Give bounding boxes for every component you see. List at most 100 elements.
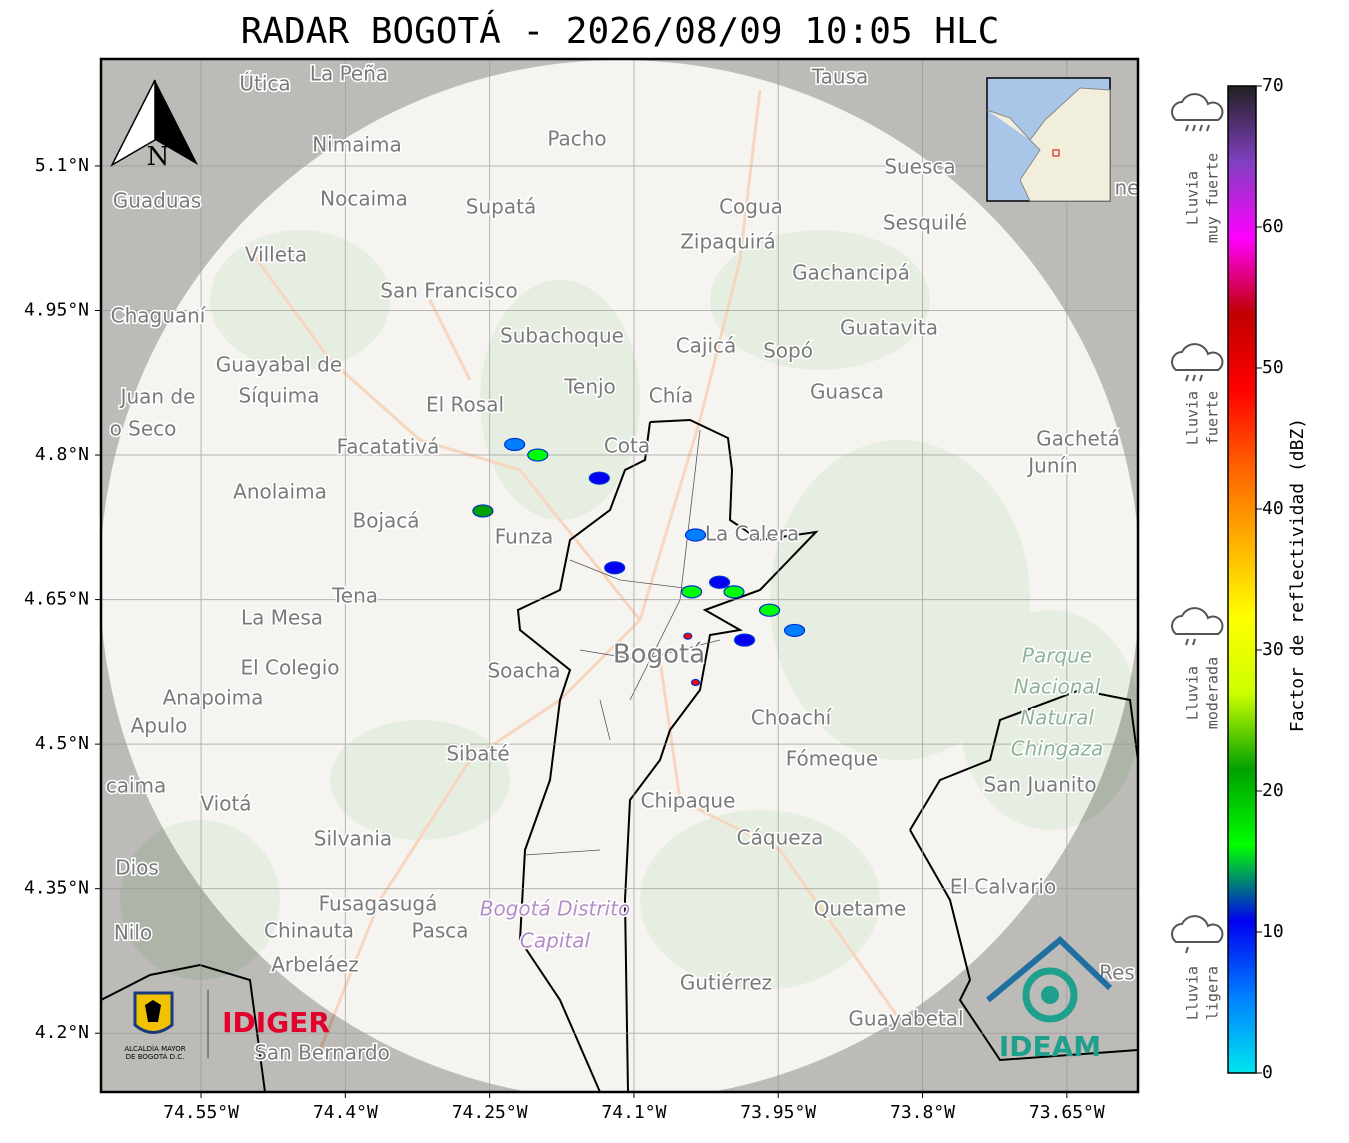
lat-tick-label: 4.65°N bbox=[24, 589, 89, 610]
north-label: N bbox=[147, 142, 170, 172]
place-label: Fómeque bbox=[786, 747, 879, 771]
place-label: Zipaquirá bbox=[680, 230, 776, 254]
park-label: Nacional bbox=[1014, 675, 1101, 699]
rain-icon bbox=[1171, 93, 1224, 121]
place-label: Guaduas bbox=[113, 189, 201, 213]
rain-icon bbox=[1171, 915, 1224, 943]
radar-echo bbox=[588, 471, 610, 485]
place-label: Quetame bbox=[814, 897, 907, 921]
place-label: Junín bbox=[1026, 454, 1077, 478]
place-label: Guayabetal bbox=[848, 1007, 963, 1031]
place-label: Sopó bbox=[763, 339, 813, 363]
place-label: Anapoima bbox=[163, 686, 264, 710]
place-label: Res bbox=[1099, 961, 1135, 985]
place-label: Supatá bbox=[466, 195, 536, 219]
rain-drop bbox=[1192, 124, 1196, 132]
rain-drop bbox=[1206, 124, 1210, 132]
place-label: Bojacá bbox=[352, 509, 419, 533]
place-label: ne bbox=[1115, 176, 1140, 200]
radar-echo bbox=[733, 633, 756, 647]
radar-echo bbox=[758, 603, 781, 617]
place-label: Nimaima bbox=[312, 133, 402, 157]
place-label: Guasca bbox=[810, 380, 884, 404]
radar-echo bbox=[472, 504, 494, 518]
rain-drop bbox=[1185, 638, 1189, 646]
colorbar-label: Factor de reflectividad (dBZ) bbox=[1287, 418, 1308, 732]
rain-icon bbox=[1171, 607, 1224, 635]
rain-label: moderada bbox=[1204, 657, 1222, 729]
place-label: Cota bbox=[604, 434, 650, 458]
rain-drop bbox=[1185, 374, 1189, 382]
colorbar-tick-label: 30 bbox=[1262, 639, 1284, 660]
colorbar-tick-label: 50 bbox=[1262, 357, 1284, 378]
place-label: Nocaima bbox=[320, 187, 408, 211]
place-label: El Calvario bbox=[950, 875, 1056, 899]
north-arrow: N bbox=[110, 79, 198, 172]
place-label: Tenjo bbox=[563, 375, 616, 399]
place-label: Subachoque bbox=[500, 324, 624, 348]
district-label: Capital bbox=[520, 929, 591, 953]
rain-drop bbox=[1192, 374, 1196, 382]
lat-tick-label: 4.2°N bbox=[35, 1022, 89, 1043]
place-label: El Colegio bbox=[240, 656, 339, 680]
radar-echo bbox=[527, 448, 549, 462]
place-label: Síquima bbox=[239, 384, 320, 408]
place-label: Gachancipá bbox=[792, 261, 910, 285]
place-label: Choachí bbox=[751, 706, 833, 730]
colorbar-tick-label: 10 bbox=[1262, 921, 1284, 942]
radar-echo bbox=[690, 678, 701, 687]
rain-icon bbox=[1171, 343, 1224, 371]
place-label: La Mesa bbox=[241, 606, 323, 630]
place-label: Tena bbox=[331, 584, 378, 608]
lon-tick-label: 74.4°W bbox=[313, 1102, 378, 1123]
rain-label: muy fuerte bbox=[1204, 153, 1222, 243]
rain-label: Lluvia bbox=[1184, 171, 1202, 225]
place-label: Silvania bbox=[314, 827, 392, 851]
radar-echo bbox=[684, 528, 707, 542]
map: Útica La Peña Tausa Pacho Nimaima Guaduas Noca… bbox=[101, 59, 1140, 1092]
lon-tick-label: 74.25°W bbox=[452, 1102, 528, 1123]
district-label: Bogotá Distrito bbox=[480, 897, 630, 921]
place-label: San Bernardo bbox=[254, 1041, 390, 1065]
lat-tick-label: 4.5°N bbox=[35, 733, 89, 754]
place-label: Guatavita bbox=[840, 316, 938, 340]
place-label: Sibaté bbox=[446, 742, 509, 766]
place-label: Chinauta bbox=[264, 919, 354, 943]
park-label: Chingaza bbox=[1011, 737, 1104, 761]
place-label: Fusagasugá bbox=[319, 892, 438, 916]
place-label: Cajicá bbox=[676, 334, 737, 358]
colorbar-tick-label: 40 bbox=[1262, 498, 1284, 519]
rain-drop bbox=[1185, 124, 1189, 132]
place-label: La Peña bbox=[310, 62, 388, 86]
rain-drop bbox=[1185, 946, 1189, 954]
place-label: Funza bbox=[495, 525, 554, 549]
place-label: El Rosal bbox=[426, 393, 504, 417]
ideam-logo: IDEAM bbox=[986, 935, 1113, 1063]
alcaldia-logo: ALCALDÍA MAYOR DE BOGOTÁ D.C. bbox=[124, 990, 209, 1061]
colorbar-tick-label: 20 bbox=[1262, 780, 1284, 801]
place-label: Tausa bbox=[811, 65, 869, 89]
place-label: Suesca bbox=[884, 155, 955, 179]
rain-label: Lluvia bbox=[1184, 391, 1202, 445]
lon-tick-label: 73.95°W bbox=[740, 1102, 816, 1123]
place-label: Apulo bbox=[131, 714, 188, 738]
radar-echo bbox=[604, 561, 626, 575]
colorbar bbox=[1227, 85, 1257, 1074]
radar-echo bbox=[681, 585, 703, 599]
place-label: Guayabal de bbox=[216, 353, 342, 377]
colorbar-tick-label: 0 bbox=[1262, 1062, 1273, 1083]
place-label: Anolaima bbox=[233, 480, 327, 504]
radar-echo bbox=[723, 585, 745, 599]
lat-tick-label: 4.95°N bbox=[24, 300, 89, 321]
map-frame bbox=[99, 57, 1140, 1094]
place-label: Dios bbox=[115, 856, 159, 880]
radar-echo bbox=[683, 632, 693, 640]
rain-drop bbox=[1192, 638, 1196, 646]
place-label: Gachetá bbox=[1036, 427, 1120, 451]
place-label: o Seco bbox=[110, 417, 177, 441]
place-label: Viotá bbox=[200, 792, 251, 816]
alcaldia-text: DE BOGOTÁ D.C. bbox=[126, 1052, 185, 1061]
radar-echo bbox=[783, 623, 806, 638]
park-label: Parque bbox=[1022, 644, 1092, 668]
